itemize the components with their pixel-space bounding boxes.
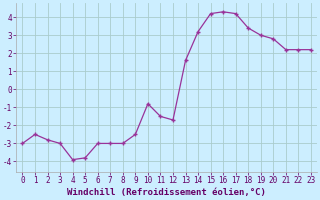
X-axis label: Windchill (Refroidissement éolien,°C): Windchill (Refroidissement éolien,°C)	[67, 188, 266, 197]
